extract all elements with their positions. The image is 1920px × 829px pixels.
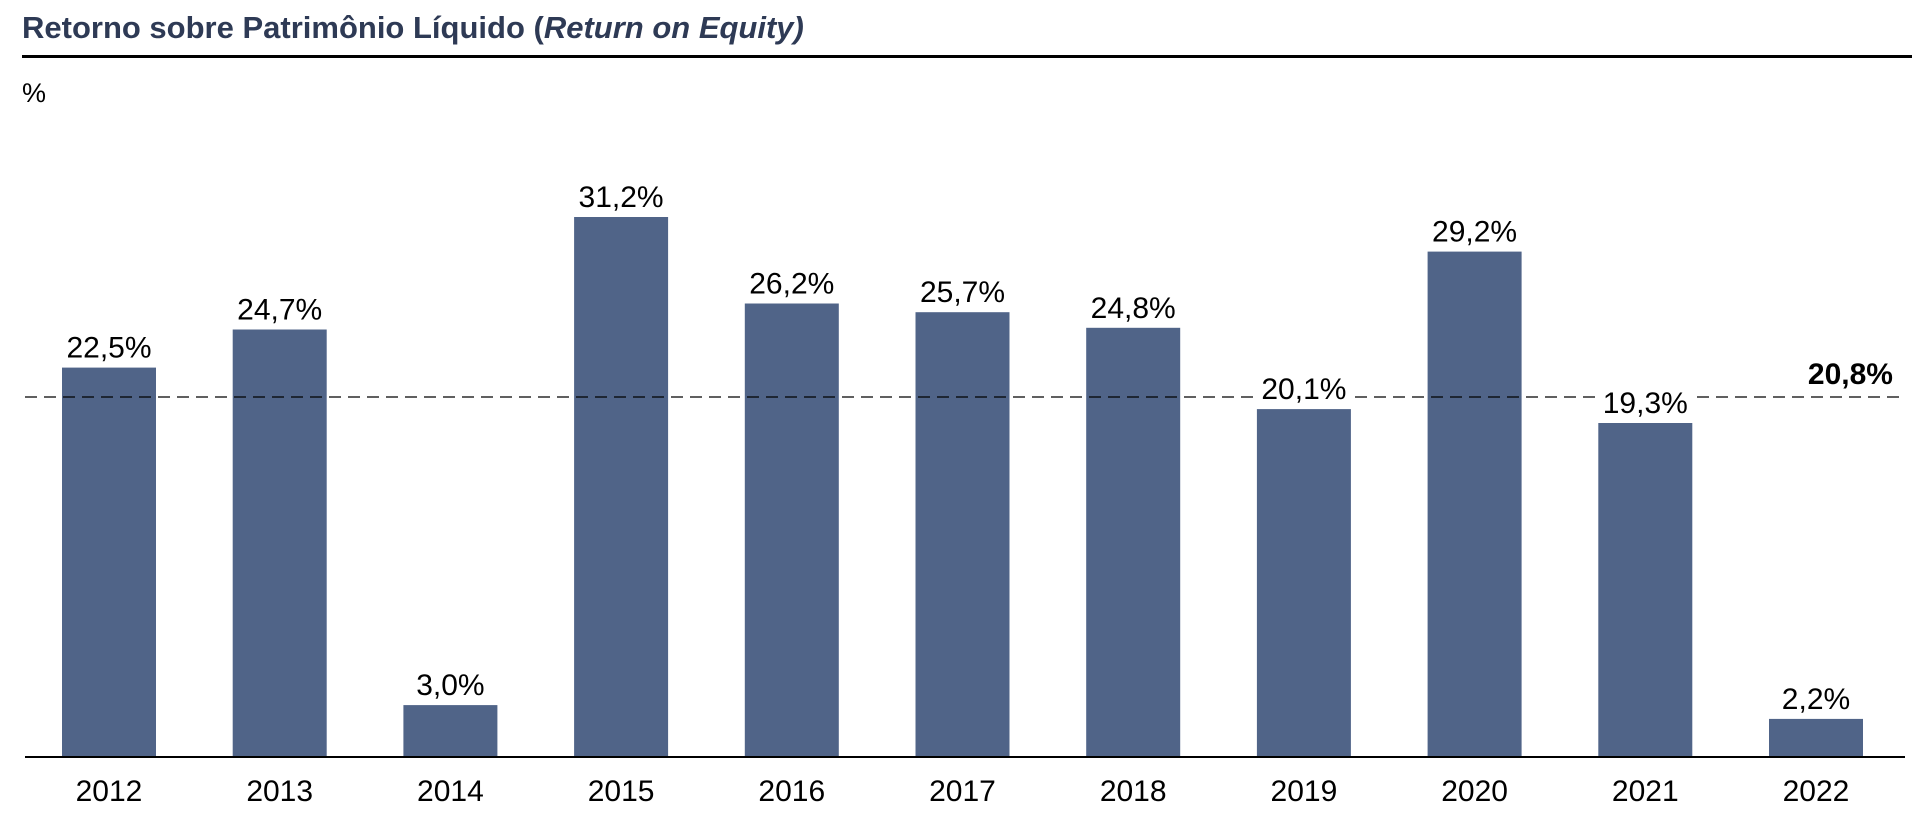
x-tick-label-2014: 2014 [417,775,484,808]
x-tick-label-2017: 2017 [929,775,996,808]
data-label-backing-2016 [741,267,842,298]
bar-2012 [62,367,156,757]
bar-2021 [1598,423,1693,757]
data-label-2016: 26,2% [749,268,834,301]
chart-title: Retorno sobre Patrimônio Líquido (Return… [22,10,804,46]
data-label-backing-2015 [571,181,672,211]
chart-title-main: Retorno sobre Patrimônio Líquido ( [22,10,544,45]
data-label-2017: 25,7% [920,276,1005,309]
data-label-backing-2013 [229,293,330,324]
data-label-backing-2012 [59,331,159,362]
x-tick-label-2015: 2015 [588,775,655,808]
x-tick-label-2019: 2019 [1271,775,1338,808]
bar-2014 [403,705,498,757]
data-label-backing-2019 [1253,373,1354,404]
x-tick-label-2018: 2018 [1100,775,1167,808]
average-label-backing [1790,356,1896,388]
data-label-2021: 19,3% [1603,387,1688,420]
data-label-2014: 3,0% [416,669,484,702]
bar-2015 [574,217,669,757]
data-label-backing-2021 [1595,387,1696,417]
x-tick-label-2012: 2012 [76,775,143,808]
data-label-2022: 2,2% [1782,683,1850,716]
bar-2016 [744,303,839,757]
bar-2017 [915,312,1010,757]
chart-title-italic: Return on Equity) [543,10,804,45]
unit-label: % [22,78,47,108]
data-label-2019: 20,1% [1261,373,1346,406]
x-tick-label-2020: 2020 [1441,775,1508,808]
data-label-backing-2020 [1424,215,1525,246]
bar-2022 [1769,718,1863,757]
data-label-2012: 22,5% [66,332,151,365]
bar-2019 [1256,409,1351,757]
data-label-2018: 24,8% [1091,292,1176,325]
data-label-backing-2022 [1766,682,1866,713]
bar-2013 [232,329,327,757]
bar-2018 [1086,327,1181,757]
x-tick-label-2021: 2021 [1612,775,1679,808]
average-label: 20,8% [1808,358,1893,391]
x-tick-label-2016: 2016 [758,775,825,808]
data-label-2015: 31,2% [579,181,664,214]
data-label-backing-2014 [400,669,501,700]
title-rule [22,55,1912,58]
bar-2020 [1427,251,1522,757]
data-label-backing-2018 [1083,291,1184,322]
x-tick-label-2022: 2022 [1783,775,1850,808]
data-label-2013: 24,7% [237,294,322,327]
data-label-backing-2017 [912,276,1013,307]
data-label-2020: 29,2% [1432,216,1517,249]
x-tick-label-2013: 2013 [246,775,313,808]
